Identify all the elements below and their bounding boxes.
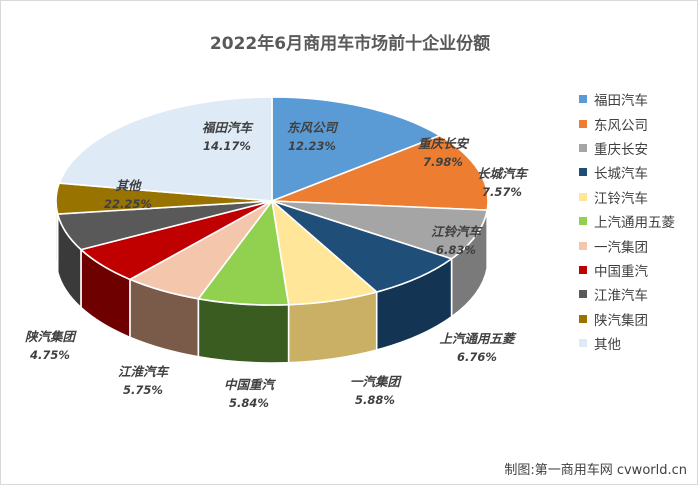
legend-swatch [579, 168, 587, 177]
data-label-name: 中国重汽 [224, 377, 277, 392]
data-label-name: 陕汽集团 [25, 329, 78, 344]
chart-credit: 制图:第一商用车网 cvworld.cn [504, 463, 687, 478]
data-label-value: 7.98% [423, 155, 463, 169]
data-label-name: 江铃汽车 [431, 224, 484, 239]
legend-item: 上汽通用五菱 [579, 209, 675, 233]
legend-swatch [579, 143, 587, 152]
legend-item: 重庆长安 [579, 136, 675, 160]
legend-label: 福田汽车 [594, 93, 648, 110]
legend-swatch [579, 314, 587, 323]
data-label-value: 22.25% [104, 197, 152, 211]
data-label-name: 东风公司 [287, 120, 339, 135]
data-label-value: 6.76% [457, 350, 497, 364]
chart-legend: 福田汽车东风公司重庆长安长城汽车江铃汽车上汽通用五菱 一汽集团中国重汽江淮汽车陕汽… [579, 87, 675, 355]
data-label-name: 上汽通用五菱 [439, 331, 517, 346]
data-label-value: 5.88% [355, 393, 395, 407]
data-label-value: 4.75% [29, 348, 70, 362]
data-label-value: 7.57% [482, 185, 522, 199]
legend-label: 重庆长安 [594, 141, 648, 158]
legend-label: 其他 [594, 337, 621, 354]
data-label-value: 5.75% [123, 383, 163, 397]
data-label-value: 5.84% [229, 396, 269, 410]
legend-item: 东风公司 [579, 111, 675, 135]
chart-title: 2022年6月商用车市场前十企业份额 [209, 34, 491, 54]
legend-item: 江淮汽车 [579, 282, 675, 306]
legend-label: 陕汽集团 [594, 312, 648, 329]
legend-label: 一汽集团 [594, 239, 648, 256]
data-label-name: 长城汽车 [477, 166, 530, 181]
data-label-name: 江淮汽车 [118, 364, 171, 379]
legend-label: 江铃汽车 [594, 190, 648, 207]
data-label-name: 其他 [115, 178, 142, 193]
legend-item: 江铃汽车 [579, 185, 675, 209]
legend-item: 一汽集团 [579, 233, 675, 257]
pie-slice-重庆长安 [271, 200, 488, 260]
legend-label: 长城汽车 [594, 166, 648, 183]
legend-label: 上汽通用五菱 [594, 215, 675, 232]
pie-side-上汽通用五菱 [197, 297, 290, 364]
pie-slice-东风公司 [271, 134, 489, 211]
legend-swatch [579, 119, 587, 128]
legend-swatch [579, 192, 587, 201]
legend-item: 陕汽集团 [579, 307, 675, 331]
data-label-value: 12.23% [288, 139, 336, 153]
legend-item: 福田汽车 [579, 87, 675, 111]
legend-label: 东风公司 [594, 117, 648, 134]
data-label-value: 6.83% [436, 243, 476, 257]
data-label-name: 一汽集团 [350, 374, 403, 389]
legend-swatch [579, 265, 587, 274]
legend-swatch [579, 290, 587, 299]
data-label-value: 14.17% [203, 139, 251, 153]
pie-slice-长城汽车 [271, 200, 453, 293]
legend-label: 江淮汽车 [594, 288, 648, 305]
legend-swatch [579, 241, 587, 250]
pie-slice-福田汽车 [271, 96, 441, 202]
pie-slice-其他 [58, 96, 273, 202]
data-label-name: 重庆长安 [418, 136, 470, 151]
legend-item: 其他 [579, 331, 675, 355]
legend-item: 中国重汽 [579, 258, 675, 282]
legend-item: 长城汽车 [579, 160, 675, 184]
legend-swatch [579, 339, 587, 348]
legend-label: 中国重汽 [594, 263, 648, 280]
legend-swatch [579, 217, 587, 226]
data-label-name: 福田汽车 [202, 120, 255, 135]
legend-swatch [579, 95, 587, 104]
